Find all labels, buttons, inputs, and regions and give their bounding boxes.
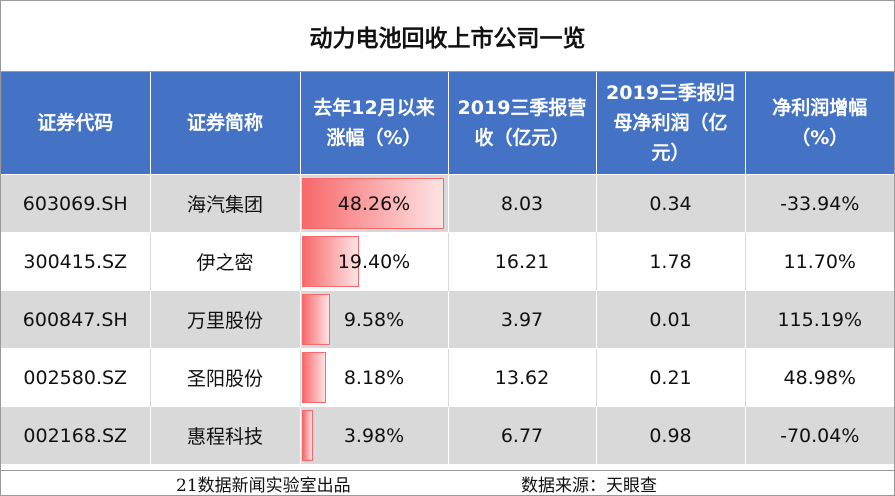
footer-credit: 21数据新闻实验室出品 (176, 476, 351, 496)
cell-code: 300415.SZ (1, 232, 150, 291)
cell-revenue: 13.62 (447, 348, 596, 407)
cell-revenue: 8.03 (447, 174, 596, 233)
cell-gain: 3.98% (299, 406, 448, 464)
cell-code: 002168.SZ (1, 406, 150, 464)
cell-profit: 0.01 (595, 290, 745, 349)
cell-name: 万里股份 (149, 290, 300, 349)
footer-source: 数据来源：天眼查 (521, 476, 657, 496)
cell-revenue: 3.97 (447, 290, 596, 349)
cell-gain: 8.18% (299, 348, 448, 407)
cell-profit-text: 0.01 (649, 308, 692, 331)
cell-growth: -33.94% (744, 174, 894, 233)
cell-profit: 0.21 (595, 348, 745, 407)
cell-profit-text: 0.34 (649, 192, 692, 215)
cell-name: 圣阳股份 (149, 348, 300, 407)
footer: 21数据新闻实验室出品 数据来源：天眼查 (1, 470, 894, 496)
cell-revenue-text: 16.21 (494, 250, 550, 273)
header-revenue: 2019三季报营收（亿元） (447, 72, 596, 175)
cell-gain-text: 19.40% (337, 250, 411, 273)
cell-profit-text: 1.78 (649, 250, 692, 273)
table-row: 600847.SH 万里股份 9.58% 3.97 0.01 115.19% (1, 290, 894, 349)
header-profit: 2019三季报归母净利润（亿元） (595, 72, 745, 175)
cell-code-text: 603069.SH (22, 192, 128, 215)
table-row: 603069.SH 海汽集团 48.26% 8.03 0.34 -33.94% (1, 174, 894, 233)
cell-gain-text: 9.58% (343, 308, 405, 331)
table-row: 002580.SZ 圣阳股份 8.18% 13.62 0.21 48.98% (1, 348, 894, 407)
cell-growth: -70.04% (744, 406, 894, 464)
table-title: 动力电池回收上市公司一览 (1, 1, 894, 72)
cell-gain-text: 3.98% (343, 424, 405, 447)
header-row: 证券代码 证券简称 去年12月以来涨幅（%） 2019三季报营收（亿元） 201… (1, 72, 894, 175)
cell-revenue-text: 13.62 (494, 366, 550, 389)
table-row: 300415.SZ 伊之密 19.40% 16.21 1.78 11.70% (1, 232, 894, 291)
header-growth: 净利润增幅（%） (744, 72, 894, 175)
gain-data-bar (301, 178, 445, 229)
cell-name-text: 海汽集团 (186, 194, 263, 216)
cell-name: 海汽集团 (149, 174, 300, 233)
gain-data-bar (301, 410, 314, 461)
cell-gain: 48.26% (299, 174, 448, 233)
header-code: 证券代码 (1, 72, 150, 175)
cell-name: 伊之密 (149, 232, 300, 291)
gain-data-bar (301, 294, 330, 345)
table-row: 002168.SZ 惠程科技 3.98% 6.77 0.98 -70.04% (1, 406, 894, 464)
cell-code: 002580.SZ (1, 348, 150, 407)
cell-gain-text: 8.18% (343, 366, 405, 389)
gain-data-bar (301, 236, 359, 287)
cell-code-text: 002580.SZ (23, 366, 128, 389)
cell-profit: 1.78 (595, 232, 745, 291)
cell-growth: 11.70% (744, 232, 894, 291)
cell-growth: 48.98% (744, 348, 894, 407)
cell-revenue-text: 8.03 (500, 192, 544, 215)
header-gain: 去年12月以来涨幅（%） (299, 72, 448, 175)
cell-code: 603069.SH (1, 174, 150, 233)
cell-profit-text: 0.21 (649, 366, 692, 389)
cell-profit: 0.34 (595, 174, 745, 233)
cell-growth-text: 48.98% (783, 366, 856, 389)
cell-growth-text: -33.94% (780, 192, 860, 215)
cell-code-text: 300415.SZ (23, 250, 128, 273)
cell-code-text: 600847.SH (22, 308, 128, 331)
cell-name-text: 惠程科技 (186, 426, 263, 448)
cell-growth-text: 11.70% (783, 250, 856, 273)
cell-name-text: 万里股份 (186, 310, 263, 332)
cell-revenue-text: 3.97 (500, 308, 544, 331)
cell-revenue-text: 6.77 (500, 424, 544, 447)
cell-name: 惠程科技 (149, 406, 300, 464)
cell-profit-text: 0.98 (649, 424, 692, 447)
header-name: 证券简称 (149, 72, 300, 175)
company-table: 证券代码 证券简称 去年12月以来涨幅（%） 2019三季报营收（亿元） 201… (1, 72, 894, 464)
cell-revenue: 6.77 (447, 406, 596, 464)
cell-code-text: 002168.SZ (23, 424, 128, 447)
cell-growth-text: 115.19% (777, 308, 863, 331)
gain-data-bar (301, 352, 326, 403)
cell-growth-text: -70.04% (780, 424, 860, 447)
cell-growth: 115.19% (744, 290, 894, 349)
cell-gain: 9.58% (299, 290, 448, 349)
cell-gain-text: 48.26% (337, 192, 411, 215)
cell-gain: 19.40% (299, 232, 448, 291)
cell-name-text: 圣阳股份 (186, 368, 263, 390)
cell-revenue: 16.21 (447, 232, 596, 291)
cell-name-text: 伊之密 (196, 252, 254, 274)
cell-code: 600847.SH (1, 290, 150, 349)
cell-profit: 0.98 (595, 406, 745, 464)
